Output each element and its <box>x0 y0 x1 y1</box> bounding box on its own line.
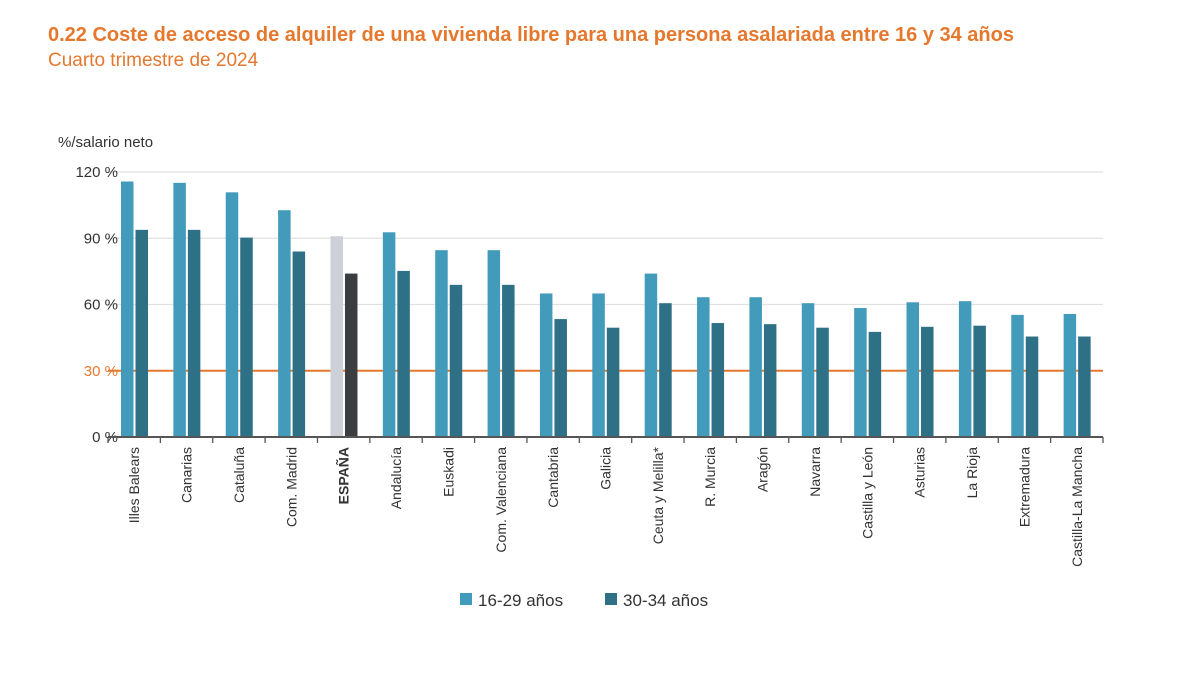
x-tick-label: ESPAÑA <box>335 447 352 504</box>
x-tick-label: R. Murcia <box>702 447 718 507</box>
x-tick-label: Illes Balears <box>126 447 142 523</box>
x-tick-label: Canarias <box>179 447 195 503</box>
x-tick-label: Asturias <box>912 447 928 498</box>
bar-16-29 <box>173 182 186 437</box>
bar-30-34 <box>449 284 463 437</box>
bar-30-34 <box>711 323 725 437</box>
bar-16-29 <box>1011 314 1024 437</box>
bar-16-29 <box>539 293 553 437</box>
bar-30-34 <box>1025 336 1039 437</box>
bar-30-34 <box>397 270 410 437</box>
bar-30-34 <box>187 229 201 437</box>
y-tick-label: 30 % <box>84 363 118 380</box>
bar-16-29 <box>225 192 239 437</box>
bar-16-29 <box>697 297 710 437</box>
bar-30-34 <box>344 273 358 437</box>
bar-16-29 <box>644 273 658 437</box>
bar-16-29 <box>1063 313 1077 437</box>
x-tick-label: Castilla-La Mancha <box>1069 447 1085 567</box>
x-tick-label: Ceuta y Melilla* <box>650 446 666 544</box>
bar-30-34 <box>973 325 986 437</box>
bar-30-34 <box>606 327 620 437</box>
x-tick-label: Aragón <box>755 447 771 492</box>
y-tick-label: 90 % <box>84 230 118 247</box>
x-tick-label: Com. Madrid <box>283 447 299 527</box>
x-tick-label: Com. Valenciana <box>493 447 509 553</box>
bar-16-29 <box>278 210 291 437</box>
bar-30-34 <box>240 237 253 437</box>
y-tick-label: 120 % <box>75 164 118 181</box>
bar-30-34 <box>292 251 306 437</box>
bar-16-29 <box>121 181 134 437</box>
x-tick-label: Galicia <box>598 447 614 490</box>
x-tick-label: Castilla y León <box>859 447 875 539</box>
bar-30-34 <box>554 319 567 437</box>
bar-30-34 <box>1078 336 1091 437</box>
bar-16-29 <box>854 308 867 437</box>
chart-subtitle: Cuarto trimestre de 2024 <box>48 50 259 71</box>
legend-label: 30-34 años <box>623 591 708 610</box>
bar-16-29 <box>487 250 501 437</box>
bar-16-29 <box>435 250 448 437</box>
x-tick-label: La Rioja <box>964 447 980 499</box>
legend-swatch <box>605 593 617 605</box>
bar-30-34 <box>868 331 882 437</box>
y-axis-label: %/salario neto <box>58 134 153 151</box>
bar-16-29 <box>958 301 972 437</box>
x-tick-label: Andalucía <box>388 447 404 509</box>
x-tick-label: Euskadi <box>440 447 456 497</box>
bar-16-29 <box>801 303 815 437</box>
bar-30-34 <box>502 284 515 437</box>
legend-swatch <box>460 593 472 605</box>
bar-30-34 <box>816 327 829 437</box>
chart-title: 0.22 Coste de acceso de alquiler de una … <box>48 24 1014 46</box>
bar-30-34 <box>135 229 148 437</box>
x-tick-label: Extremadura <box>1016 447 1032 527</box>
bar-16-29 <box>592 293 605 437</box>
bar-30-34 <box>763 324 777 437</box>
bar-16-29 <box>330 236 343 437</box>
y-tick-label: 60 % <box>84 297 118 314</box>
x-tick-label: Cantabria <box>545 447 561 508</box>
bar-16-29 <box>382 232 396 437</box>
bar-16-29 <box>906 302 920 437</box>
bar-30-34 <box>921 326 934 437</box>
legend-label: 16-29 años <box>478 591 563 610</box>
bar-16-29 <box>749 297 762 437</box>
y-tick-label: 0 % <box>92 429 118 446</box>
bar-30-34 <box>659 303 672 437</box>
x-tick-label: Cataluña <box>231 447 247 503</box>
x-tick-label: Navarra <box>807 447 823 497</box>
